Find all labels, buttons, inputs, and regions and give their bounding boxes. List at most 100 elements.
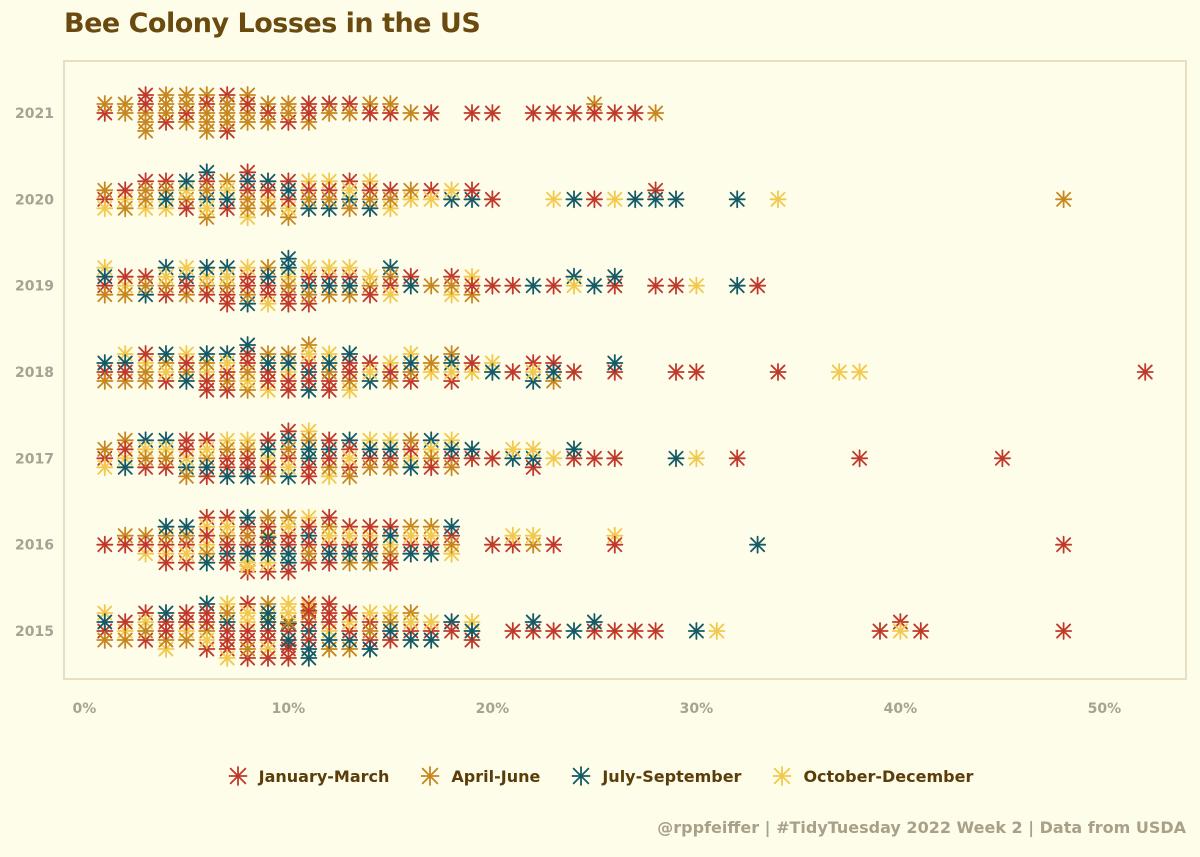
data-point-2018-july-september-2: [157, 345, 175, 363]
data-point-2015-july-september-0: [96, 613, 114, 631]
data-point-2019-october-december-16: [565, 276, 583, 295]
data-point-2017-january-march-35: [993, 449, 1011, 468]
legend-item-january-march: January-March: [227, 765, 389, 787]
data-point-2020-january-march-1: [116, 181, 134, 200]
data-point-2017-january-march-12: [259, 458, 277, 477]
data-point-2018-january-march-19: [341, 363, 359, 381]
data-point-2016-april-june-9: [300, 544, 318, 563]
data-point-2017-january-march-4: [177, 440, 195, 459]
data-point-2015-january-march-6: [177, 613, 195, 631]
data-point-2019-january-march-28: [667, 276, 685, 295]
legend-key-january-march: [228, 766, 248, 786]
data-point-2018-october-december-5: [218, 354, 236, 372]
data-point-2016-july-september-7: [259, 544, 277, 563]
data-point-2015-january-march-43: [545, 622, 563, 640]
data-point-2016-january-march-23: [300, 517, 318, 536]
data-point-2020-october-december-17: [443, 181, 461, 200]
y-tick-label-2017: 2017: [15, 451, 54, 467]
data-point-2015-january-march-25: [300, 601, 318, 620]
data-point-2016-october-december-17: [422, 526, 440, 545]
data-point-2020-january-march-19: [483, 190, 501, 209]
data-point-2019-january-march-5: [198, 285, 216, 304]
data-point-2018-april-june-0: [96, 372, 114, 390]
data-point-2018-october-december-16: [443, 363, 461, 381]
data-point-2017-july-september-6: [239, 467, 257, 486]
data-point-2015-january-march-51: [1055, 622, 1073, 640]
data-point-2016-october-december-10: [279, 517, 297, 536]
data-point-2016-january-march-25: [320, 508, 338, 527]
data-point-2018-july-september-16: [483, 363, 501, 381]
data-point-2019-october-december-5: [218, 267, 236, 286]
data-point-2016-january-march-29: [361, 517, 379, 536]
data-point-2020-april-june-1: [116, 199, 134, 218]
data-point-2017-october-december-20: [545, 449, 563, 468]
legend-item-october-december: October-December: [771, 765, 973, 787]
data-point-2015-january-march-41: [504, 622, 522, 640]
data-point-2021-april-june-2: [116, 104, 134, 122]
data-point-2015-july-september-16: [422, 631, 440, 649]
data-point-2018-january-march-16: [300, 372, 318, 390]
chart-title: Bee Colony Losses in the US: [64, 8, 481, 39]
data-point-2019-january-march-23: [483, 276, 501, 295]
data-point-2016-april-june-7: [259, 508, 277, 527]
data-point-2018-january-march-33: [769, 363, 787, 381]
data-point-2017-july-september-4: [198, 458, 216, 477]
data-point-2017-january-march-33: [728, 449, 746, 468]
data-point-2015-april-june-0: [96, 631, 114, 649]
data-point-2016-july-september-8: [279, 544, 297, 563]
data-point-2016-january-march-18: [279, 562, 297, 581]
data-point-2021-january-march-1: [137, 95, 155, 113]
data-point-2018-april-june-17: [422, 354, 440, 372]
data-point-2015-january-march-18: [259, 649, 277, 667]
data-point-2021-april-june-31: [402, 104, 420, 122]
data-point-2015-july-september-4: [259, 613, 277, 631]
data-point-2019-january-march-8: [239, 276, 257, 295]
data-point-2015-july-september-21: [585, 613, 603, 631]
data-point-2017-january-march-28: [483, 449, 501, 468]
data-point-2021-april-june-9: [177, 95, 195, 113]
data-point-2015-april-june-6: [218, 604, 236, 622]
data-point-2020-april-june-18: [402, 181, 420, 200]
data-point-2016-january-march-9: [218, 553, 236, 572]
data-point-2017-april-june-14: [381, 458, 399, 477]
y-axis: 2015 2016 2017 2018 2019 2020 2021: [15, 106, 54, 640]
data-point-2017-october-december-0: [96, 458, 114, 477]
data-point-2017-april-june-0: [96, 440, 114, 459]
x-tick-label-20: 20%: [476, 701, 510, 717]
data-point-2018-january-march-4: [177, 354, 195, 372]
data-point-2020-april-june-6: [198, 181, 216, 200]
data-point-2019-april-june-16: [443, 276, 461, 295]
data-point-2018-july-september-4: [198, 345, 216, 363]
legend-key-july-september: [571, 766, 591, 786]
data-point-2018-july-september-14: [402, 354, 420, 372]
data-point-2018-july-september-12: [341, 345, 359, 363]
data-point-2020-april-june-2: [137, 190, 155, 209]
data-point-2020-april-june-15: [341, 199, 359, 218]
data-point-2020-july-september-1: [177, 172, 195, 191]
data-point-2020-july-september-14: [565, 190, 583, 209]
data-point-2019-july-september-4: [198, 258, 216, 277]
data-point-2018-july-september-6: [239, 336, 257, 354]
data-point-2015-april-june-13: [361, 622, 379, 640]
data-point-2015-april-june-1: [116, 631, 134, 649]
data-point-2015-january-march-30: [320, 613, 338, 631]
data-point-2018-january-march-13: [279, 372, 297, 390]
data-point-2021-january-march-15: [361, 104, 379, 122]
data-point-2015-july-september-18: [463, 622, 481, 640]
data-point-2019-january-march-27: [647, 276, 665, 295]
data-point-2020-july-september-7: [279, 181, 297, 200]
data-point-2017-january-march-31: [585, 449, 603, 468]
data-point-2020-october-december-20: [769, 190, 787, 209]
data-point-2016-january-march-36: [483, 535, 501, 554]
data-point-2019-october-december-9: [300, 258, 318, 277]
data-point-2017-april-june-4: [177, 467, 195, 486]
data-point-2021-april-june-30: [381, 95, 399, 113]
data-point-2015-july-september-7: [279, 631, 297, 649]
data-point-2019-july-september-17: [585, 276, 603, 295]
data-point-2019-july-september-0: [96, 267, 114, 286]
data-point-2018-october-december-12: [361, 363, 379, 381]
data-point-2020-april-june-16: [361, 190, 379, 209]
data-point-2017-october-december-19: [524, 440, 542, 459]
y-tick-label-2018: 2018: [15, 365, 54, 381]
data-point-2016-january-march-2: [137, 535, 155, 554]
